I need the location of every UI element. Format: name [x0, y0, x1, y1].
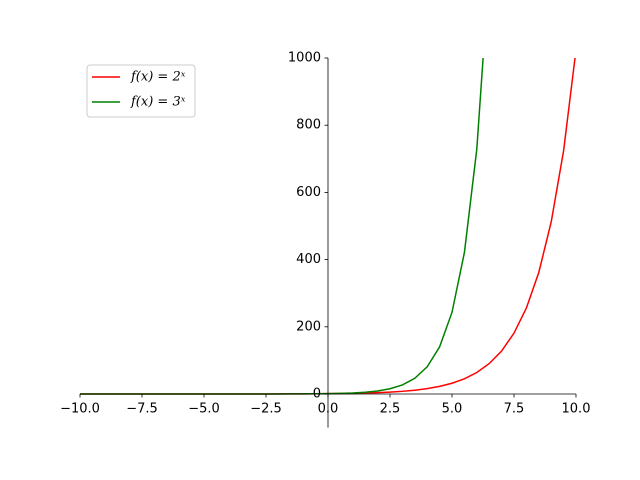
legend-box — [86, 64, 196, 118]
x-tick-label: 5.0 — [442, 402, 463, 417]
y-tick-label: 800 — [296, 118, 321, 133]
x-tick-label: −7.5 — [126, 402, 158, 417]
x-tick-label: 2.5 — [380, 402, 401, 417]
y-tick-label: 0 — [313, 387, 321, 402]
y-tick-label: 400 — [296, 252, 321, 267]
x-tick-label: 10.0 — [562, 402, 591, 417]
x-tick-label: −2.5 — [250, 402, 282, 417]
x-tick-label: 7.5 — [504, 402, 525, 417]
y-tick-label: 600 — [296, 185, 321, 200]
legend-label: f(x) = 2ˣ — [130, 70, 186, 85]
x-tick-label: −10.0 — [60, 402, 100, 417]
legend-label: f(x) = 3ˣ — [130, 95, 186, 110]
y-tick-label: 200 — [296, 319, 321, 334]
legend: f(x) = 2ˣ f(x) = 3ˣ — [86, 64, 196, 118]
x-tick-label: 0.0 — [318, 402, 339, 417]
y-tick-label: 1000 — [288, 51, 321, 66]
x-tick-label: −5.0 — [188, 402, 220, 417]
